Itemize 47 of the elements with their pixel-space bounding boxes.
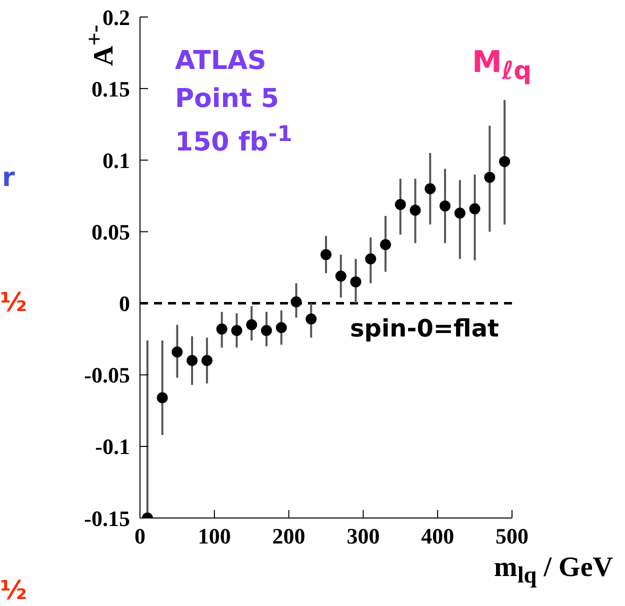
point xyxy=(454,208,466,219)
point xyxy=(320,249,332,260)
x-tick-label: 500 xyxy=(496,524,528,549)
point xyxy=(276,322,287,334)
x-axis-title: m$_{lq}$ / GeV xyxy=(494,552,613,590)
text: ½ xyxy=(0,576,27,606)
point xyxy=(306,314,317,325)
point xyxy=(231,324,242,336)
annotation: Point 5 xyxy=(175,84,279,114)
y-tick-label: 0.15 xyxy=(92,76,130,102)
point xyxy=(424,183,436,194)
annotation: M$_{ℓq}$ xyxy=(472,45,532,85)
point xyxy=(201,355,212,366)
annotation: ATLAS xyxy=(175,46,266,76)
point xyxy=(172,346,183,358)
y-tick-label: 0.1 xyxy=(102,148,130,173)
point xyxy=(216,324,228,335)
annotation: 150 fb$^{-1}$ xyxy=(175,122,292,158)
point xyxy=(440,200,451,212)
y-tick-label: -0.05 xyxy=(84,362,130,388)
y-tick-label: 0 xyxy=(119,291,130,316)
x-tick-label: 100 xyxy=(198,524,231,549)
point xyxy=(290,296,302,308)
text: ½ xyxy=(0,288,27,318)
point xyxy=(484,172,496,183)
point xyxy=(394,199,406,210)
point xyxy=(365,253,376,264)
ref-line-label: spin-0=flat xyxy=(350,314,499,342)
point xyxy=(335,270,346,282)
x-tick-label: 300 xyxy=(346,524,380,549)
point xyxy=(260,324,272,336)
point xyxy=(410,204,421,216)
point xyxy=(380,239,392,250)
x-tick-label: 200 xyxy=(272,524,306,549)
y-tick-label: 0.05 xyxy=(92,220,130,245)
point xyxy=(246,319,258,330)
point xyxy=(186,355,198,366)
y-tick-label: -0.15 xyxy=(84,506,130,531)
point xyxy=(156,392,168,404)
point xyxy=(499,156,510,168)
point xyxy=(469,203,480,214)
text: r xyxy=(2,163,15,193)
point xyxy=(350,276,362,288)
x-tick-label: 0 xyxy=(134,524,146,549)
y-tick-label: -0.1 xyxy=(95,434,130,460)
y-tick-label: 0.2 xyxy=(102,4,130,30)
x-tick-label: 400 xyxy=(421,524,454,549)
